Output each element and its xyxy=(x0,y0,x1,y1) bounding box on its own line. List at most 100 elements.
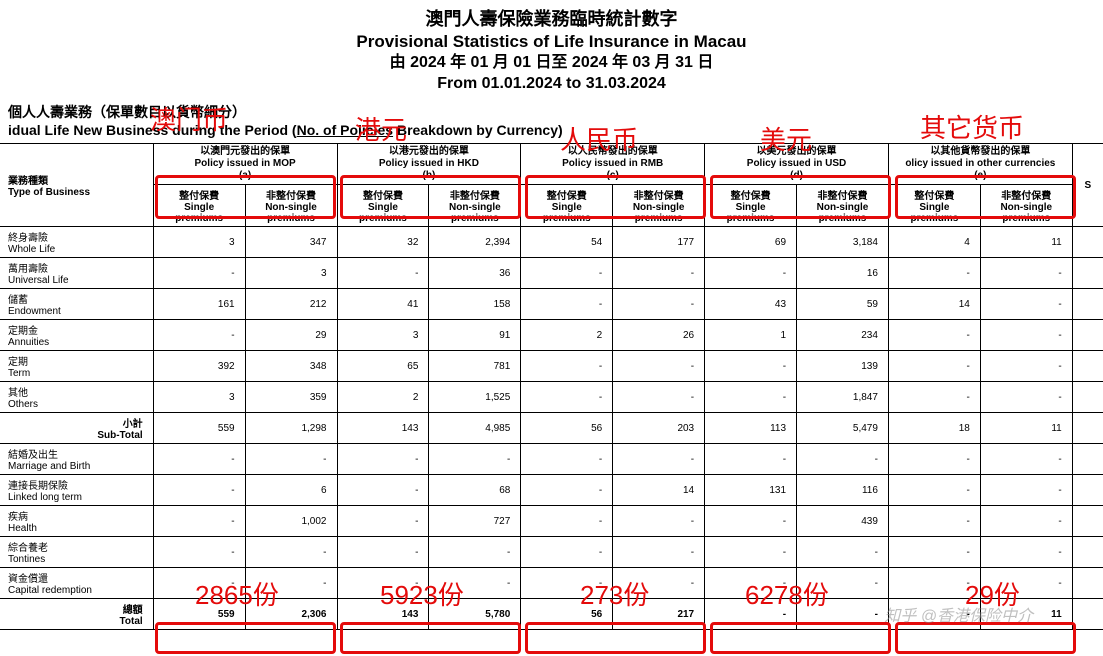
cell: - xyxy=(980,506,1072,537)
cell: 5,780 xyxy=(429,599,521,630)
cell: - xyxy=(980,382,1072,413)
cell: 41 xyxy=(337,289,429,320)
cell: - xyxy=(888,506,980,537)
row-label: 綜合養老Tontines xyxy=(0,537,153,568)
table-row: 終身壽險Whole Life3347322,39454177693,184411 xyxy=(0,227,1103,258)
cell-truncated xyxy=(1072,506,1103,537)
cell: 234 xyxy=(797,320,889,351)
cell: - xyxy=(888,320,980,351)
cell: - xyxy=(613,258,705,289)
cell: 212 xyxy=(245,289,337,320)
row-label: 定期金Annuities xyxy=(0,320,153,351)
cell-truncated xyxy=(1072,351,1103,382)
table-row: 儲蓄Endowment16121241158--435914- xyxy=(0,289,1103,320)
table-row: 小計Sub-Total5591,2981434,985562031135,479… xyxy=(0,413,1103,444)
table-row: 萬用壽險Universal Life-3-36---16-- xyxy=(0,258,1103,289)
cell: - xyxy=(613,506,705,537)
cell: - xyxy=(521,475,613,506)
cell: - xyxy=(705,258,797,289)
cell: 347 xyxy=(245,227,337,258)
colgroup-rmb: 以人民幣發出的保單Policy issued in RMB(c) xyxy=(521,144,705,185)
cell: - xyxy=(705,506,797,537)
cell: 91 xyxy=(429,320,521,351)
cell: - xyxy=(521,382,613,413)
cell: - xyxy=(980,258,1072,289)
cell: - xyxy=(153,444,245,475)
cell: 113 xyxy=(705,413,797,444)
header-row-1: 業務種類 Type of Business 以澳門元發出的保單Policy is… xyxy=(0,144,1103,185)
cell: 1,002 xyxy=(245,506,337,537)
usd-single: 整付保費Single premiums xyxy=(705,185,797,227)
cell: - xyxy=(705,351,797,382)
cell: 32 xyxy=(337,227,429,258)
cell: - xyxy=(980,568,1072,599)
rmb-single: 整付保費Single premiums xyxy=(521,185,613,227)
cell: - xyxy=(705,382,797,413)
cell: - xyxy=(521,258,613,289)
cell: - xyxy=(153,506,245,537)
cell: - xyxy=(705,444,797,475)
cell: - xyxy=(245,537,337,568)
title-en: Provisional Statistics of Life Insurance… xyxy=(0,31,1103,53)
table-row: 綜合養老Tontines---------- xyxy=(0,537,1103,568)
cell: - xyxy=(521,351,613,382)
cell: 116 xyxy=(797,475,889,506)
subheading-zh: 個人人壽業務（保單數目以貨幣細分） xyxy=(8,103,1103,121)
cell: - xyxy=(797,568,889,599)
cell: - xyxy=(153,320,245,351)
row-label: 疾病Health xyxy=(0,506,153,537)
cell: - xyxy=(888,475,980,506)
cell-truncated xyxy=(1072,227,1103,258)
cell: 5,479 xyxy=(797,413,889,444)
cell: 6 xyxy=(245,475,337,506)
cell: 143 xyxy=(337,599,429,630)
cell: 59 xyxy=(797,289,889,320)
cell: 203 xyxy=(613,413,705,444)
cell: - xyxy=(337,258,429,289)
hkd-single: 整付保費Single premiums xyxy=(337,185,429,227)
other-single: 整付保費Single premiums xyxy=(888,185,980,227)
cell: 158 xyxy=(429,289,521,320)
cell: - xyxy=(337,568,429,599)
cell: 3,184 xyxy=(797,227,889,258)
cell: 69 xyxy=(705,227,797,258)
table-row: 其他Others335921,525---1,847-- xyxy=(0,382,1103,413)
cell: - xyxy=(613,537,705,568)
cell: - xyxy=(613,351,705,382)
corner-header: 業務種類 Type of Business xyxy=(0,144,153,227)
cell: - xyxy=(797,537,889,568)
cell: 1,525 xyxy=(429,382,521,413)
cell: 1 xyxy=(705,320,797,351)
cell: 1,847 xyxy=(797,382,889,413)
cell: - xyxy=(521,444,613,475)
cell: - xyxy=(888,258,980,289)
cell: - xyxy=(888,444,980,475)
cell: 65 xyxy=(337,351,429,382)
table-row: 結婚及出生Marriage and Birth---------- xyxy=(0,444,1103,475)
data-table: 業務種類 Type of Business 以澳門元發出的保單Policy is… xyxy=(0,143,1103,630)
cell: 2,306 xyxy=(245,599,337,630)
row-label: 資金償還Capital redemption xyxy=(0,568,153,599)
cell: - xyxy=(613,568,705,599)
cell: 348 xyxy=(245,351,337,382)
hkd-nonsingle: 非整付保費Non-single premiums xyxy=(429,185,521,227)
cell: - xyxy=(153,475,245,506)
cell: 2 xyxy=(521,320,613,351)
cell: - xyxy=(153,258,245,289)
cell: 177 xyxy=(613,227,705,258)
cell: 781 xyxy=(429,351,521,382)
cell: - xyxy=(613,382,705,413)
cell: 26 xyxy=(613,320,705,351)
cell-truncated xyxy=(1072,568,1103,599)
colgroup-usd: 以美元發出的保單Policy issued in USD(d) xyxy=(705,144,889,185)
cell: 14 xyxy=(888,289,980,320)
cell: 392 xyxy=(153,351,245,382)
table-body: 終身壽險Whole Life3347322,39454177693,184411… xyxy=(0,227,1103,630)
cell: - xyxy=(980,320,1072,351)
cell-truncated xyxy=(1072,289,1103,320)
cell: - xyxy=(429,537,521,568)
colgroup-other: 以其他貨幣發出的保單olicy issued in other currenci… xyxy=(888,144,1072,185)
cell: 54 xyxy=(521,227,613,258)
cell-truncated xyxy=(1072,599,1103,630)
cell: - xyxy=(797,599,889,630)
